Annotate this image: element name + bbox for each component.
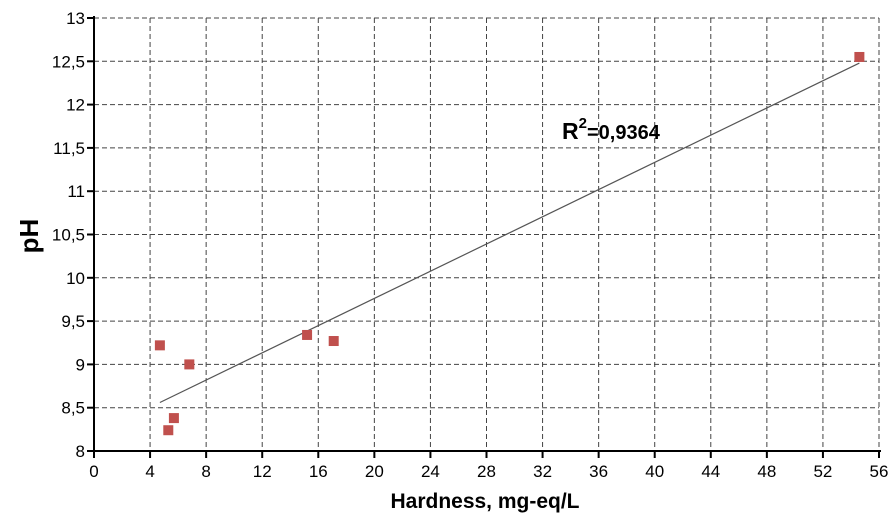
x-tick-label: 28 [477,462,496,481]
trendline-group [159,62,860,404]
data-point-marker [154,340,165,351]
data-point-marker [184,359,195,370]
x-tick-label: 4 [145,462,154,481]
data-point-marker [163,425,174,436]
data-point-marker [302,329,313,340]
x-tick-label: 48 [757,462,776,481]
y-tick-label: 9 [76,355,85,374]
x-tick-label: 0 [89,462,98,481]
x-tick-label: 20 [365,462,384,481]
data-point-marker [854,51,865,62]
r-squared-annotation: R2=0,9364 [562,115,661,144]
x-tick-label: 24 [421,462,440,481]
x-tick-label: 32 [533,462,552,481]
y-tick-label: 13 [66,9,85,28]
x-tick-label: 52 [813,462,832,481]
data-point-marker [168,413,179,424]
data-points [154,51,865,436]
x-axis-ticks: 0 4 8 12 16 20 24 28 32 36 40 44 48 52 56 [89,451,888,481]
y-tick-label: 9,5 [61,312,85,331]
y-tick-label: 11,5 [53,139,85,158]
y-tick-label: 11 [67,182,85,201]
y-axis-title: pH [14,219,44,254]
grid-lines [94,17,880,451]
x-tick-label: 12 [253,462,272,481]
y-tick-label: 8,5 [61,399,85,418]
y-tick-label: 12 [66,96,85,115]
x-tick-label: 40 [645,462,664,481]
y-tick-label: 12,5 [52,52,85,71]
trendline [159,62,860,404]
y-tick-label: 8 [76,442,85,461]
y-tick-label: 10 [66,269,85,288]
x-tick-label: 8 [201,462,210,481]
x-tick-label: 44 [701,462,720,481]
x-tick-label: 56 [870,462,889,481]
data-point-marker [328,336,339,347]
axes [88,16,881,457]
x-axis-title: Hardness, mg-eq/L [390,490,579,513]
y-tick-label: 10,5 [52,226,85,245]
x-tick-label: 16 [309,462,328,481]
x-tick-label: 36 [589,462,608,481]
y-axis-ticks: 8 8,5 9 9,5 10 10,5 11 11,5 12 12,5 13 [52,9,94,461]
